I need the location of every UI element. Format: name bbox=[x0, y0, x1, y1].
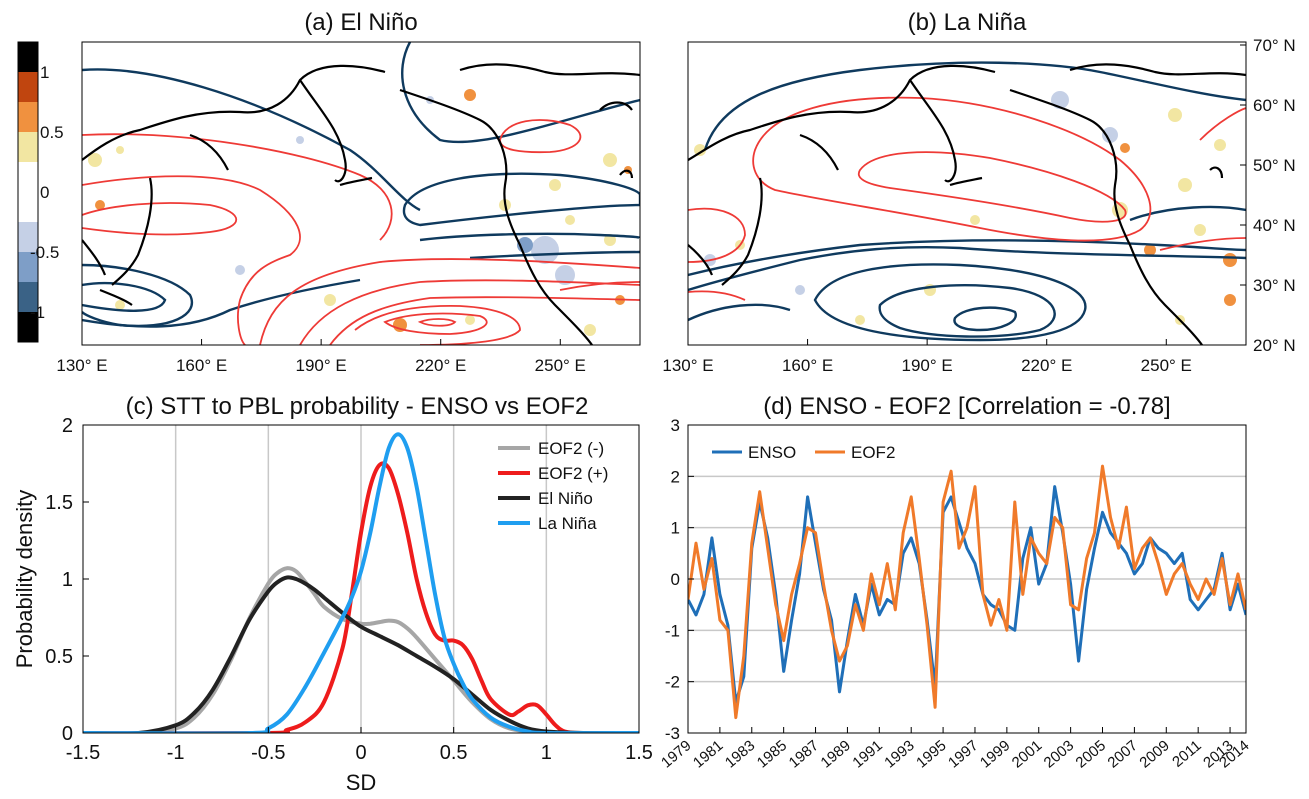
x-tick-label: 220° E bbox=[415, 356, 466, 375]
coastlines-b bbox=[688, 63, 1246, 345]
y-tick-label: 2 bbox=[62, 415, 73, 437]
legend-label: El Niño bbox=[538, 489, 593, 508]
x-tick-label: 2011 bbox=[1169, 737, 1205, 771]
x-tick-label: 1.5 bbox=[625, 742, 653, 764]
colorbar-segment bbox=[18, 312, 38, 343]
colorbar-tick-label: 0.5 bbox=[40, 123, 64, 142]
colorbar-segment bbox=[18, 162, 38, 193]
panel-a-map: (a) El Niño bbox=[56, 9, 641, 375]
x-tick-label: 250° E bbox=[1141, 356, 1192, 375]
panel-d-title: (d) ENSO - EOF2 [Correlation = -0.78] bbox=[763, 393, 1170, 420]
density-curve-el-ni-o bbox=[83, 575, 639, 733]
colorbar-segment bbox=[18, 132, 38, 163]
x-tick-label: 1983 bbox=[722, 737, 758, 771]
y-tick-label: 0 bbox=[671, 570, 680, 589]
x-tick-label: 0.5 bbox=[440, 742, 468, 764]
x-tick-label: 2005 bbox=[1073, 737, 1109, 771]
x-tick-label: 1981 bbox=[690, 737, 726, 771]
y-tick-label: 3 bbox=[671, 416, 680, 435]
legend-label: EOF2 (+) bbox=[538, 464, 608, 483]
x-tick-label: -0.5 bbox=[251, 742, 285, 764]
x-tick-label: 2001 bbox=[1009, 737, 1045, 771]
panel-c-title: (c) STT to PBL probability - ENSO vs EOF… bbox=[126, 393, 589, 420]
y-tick-label: 60° N bbox=[1253, 96, 1296, 115]
colorbar-segment bbox=[18, 222, 38, 253]
y-tick-label: 40° N bbox=[1253, 216, 1296, 235]
colorbar-segment bbox=[18, 282, 38, 313]
timeseries-eof2 bbox=[688, 464, 1246, 720]
colorbar-segment bbox=[18, 102, 38, 133]
y-tick-label: -3 bbox=[665, 724, 680, 743]
colorbar-segment bbox=[18, 72, 38, 103]
density-curve-la-ni-a bbox=[83, 432, 639, 733]
contours-positive-b bbox=[688, 96, 1246, 301]
x-tick-label: -1 bbox=[167, 742, 185, 764]
x-tick-label: 1991 bbox=[849, 737, 885, 771]
y-tick-label: 1.5 bbox=[45, 492, 73, 514]
y-tick-label: 30° N bbox=[1253, 276, 1296, 295]
x-tick-label: 1993 bbox=[881, 737, 917, 771]
x-tick-label: 2007 bbox=[1104, 737, 1140, 771]
contours-positive-a bbox=[82, 119, 640, 345]
y-tick-label: 1 bbox=[671, 519, 680, 538]
y-tick-label: 70° N bbox=[1253, 36, 1296, 55]
colorbar-segment bbox=[18, 42, 38, 73]
panel-c-ylabel: Probability density bbox=[12, 490, 37, 669]
panel-b-map: (b) La Niña bbox=[662, 9, 1295, 375]
x-tick-label: 1995 bbox=[913, 737, 949, 771]
panel-d-chart: (d) ENSO - EOF2 [Correlation = -0.78] 3 2… bbox=[658, 393, 1252, 772]
colorbar: 1 0.5 0 -0.5 -1 bbox=[17, 41, 64, 343]
y-tick-label: -2 bbox=[665, 673, 680, 692]
x-tick-label: 190° E bbox=[902, 356, 953, 375]
y-tick-label: 20° N bbox=[1253, 336, 1296, 355]
y-tick-label: -1 bbox=[665, 621, 680, 640]
x-tick-label: 220° E bbox=[1021, 356, 1072, 375]
x-tick-label: 190° E bbox=[296, 356, 347, 375]
panel-c-chart: (c) STT to PBL probability - ENSO vs EOF… bbox=[12, 393, 653, 795]
legend-label: EOF2 (-) bbox=[538, 439, 604, 458]
x-tick-label: 1985 bbox=[754, 737, 790, 771]
density-curve-eof2- bbox=[83, 461, 639, 733]
colorbar-segment bbox=[18, 252, 38, 283]
coastlines-a bbox=[82, 63, 640, 345]
y-tick-label: 2 bbox=[671, 467, 680, 486]
x-tick-label: 1987 bbox=[786, 737, 822, 771]
colorbar-tick-label: -0.5 bbox=[30, 243, 59, 262]
panel-c-legend: EOF2 (-) EOF2 (+) El Niño La Niña bbox=[498, 439, 608, 533]
x-tick-label: 1997 bbox=[945, 737, 981, 771]
x-tick-label: 130° E bbox=[662, 356, 713, 375]
y-tick-label: 1 bbox=[62, 569, 73, 591]
contours-negative-b bbox=[688, 61, 1246, 342]
x-tick-label: 0 bbox=[355, 742, 366, 764]
x-tick-label: 2003 bbox=[1041, 737, 1077, 771]
x-tick-label: 130° E bbox=[56, 356, 107, 375]
y-tick-label: 0 bbox=[62, 723, 73, 745]
x-tick-label: 160° E bbox=[176, 356, 227, 375]
x-tick-label: 1989 bbox=[818, 737, 854, 771]
timeseries-enso bbox=[688, 485, 1246, 704]
colorbar-tick-label: 1 bbox=[40, 63, 49, 82]
colorbar-segment bbox=[18, 192, 38, 223]
panel-c-xlabel: SD bbox=[346, 770, 377, 795]
x-tick-label: 1999 bbox=[977, 737, 1013, 771]
colorbar-tick-label: -1 bbox=[30, 303, 45, 322]
x-tick-label: 160° E bbox=[782, 356, 833, 375]
y-tick-label: 0.5 bbox=[45, 646, 73, 668]
x-tick-label: 2009 bbox=[1136, 737, 1172, 771]
legend-label: ENSO bbox=[748, 443, 796, 462]
contours-negative-a bbox=[82, 42, 640, 328]
x-tick-label: 250° E bbox=[535, 356, 586, 375]
legend-label: La Niña bbox=[538, 514, 597, 533]
x-tick-label: -1.5 bbox=[66, 742, 100, 764]
anomaly-shading-b bbox=[694, 91, 1237, 325]
y-tick-label: 50° N bbox=[1253, 156, 1296, 175]
x-tick-label: 1 bbox=[541, 742, 552, 764]
x-tick-label: 1979 bbox=[658, 737, 694, 771]
panel-a-title: (a) El Niño bbox=[304, 9, 417, 36]
panel-d-legend: ENSO EOF2 bbox=[712, 443, 895, 462]
panel-b-title: (b) La Niña bbox=[908, 9, 1027, 36]
legend-label: EOF2 bbox=[851, 443, 895, 462]
colorbar-tick-label: 0 bbox=[40, 183, 49, 202]
